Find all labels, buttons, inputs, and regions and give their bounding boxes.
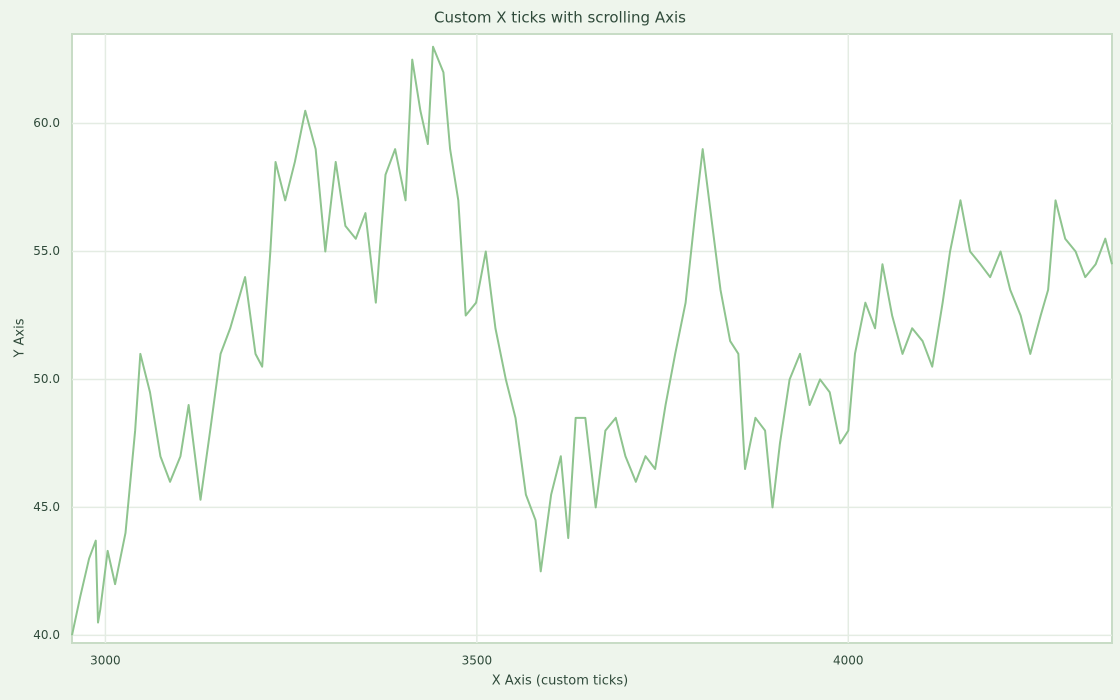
y-tick-label: 50.0 xyxy=(33,372,60,386)
x-axis-label: X Axis (custom ticks) xyxy=(492,674,628,689)
data-line xyxy=(71,45,1113,636)
y-axis-label: Y Axis xyxy=(13,318,28,358)
y-tick-label: 60.0 xyxy=(33,116,60,130)
y-tick-label: 45.0 xyxy=(33,500,60,514)
plot-area xyxy=(71,33,1113,644)
x-tick-label: 3000 xyxy=(90,654,121,668)
y-tick-label: 40.0 xyxy=(33,628,60,642)
chart-title: Custom X ticks with scrolling Axis xyxy=(434,9,686,27)
x-tick-label: 3500 xyxy=(462,654,493,668)
y-tick-label: 55.0 xyxy=(33,244,60,258)
x-tick-label: 4000 xyxy=(833,654,864,668)
